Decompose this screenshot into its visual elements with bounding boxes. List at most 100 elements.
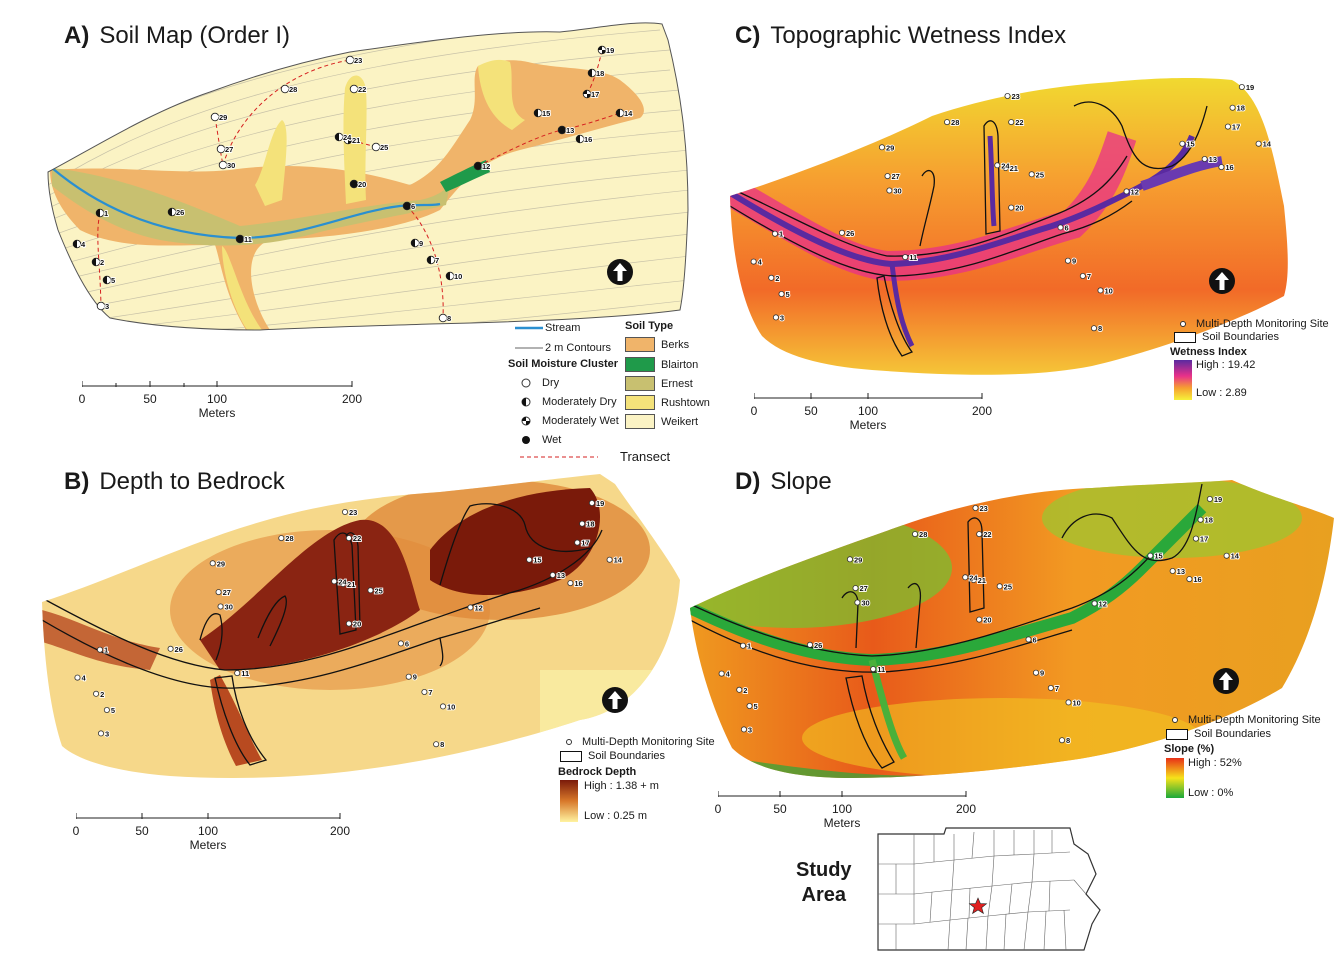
legend-d-bounds: Soil Boundaries — [1166, 728, 1271, 740]
moderately-dry-marker-icon — [521, 397, 531, 407]
site-marker-4: 4 — [72, 239, 87, 250]
site-label-9: 9 — [413, 673, 417, 682]
site-marker-27: 27 — [852, 583, 869, 594]
site-marker-10: 10 — [1097, 285, 1114, 296]
site-marker-19: 19 — [588, 498, 605, 509]
site-marker-8: 8 — [433, 739, 445, 750]
scale-bar-c: 0 50 100 200 Meters — [751, 392, 992, 432]
dry-marker-icon — [521, 378, 531, 388]
legend-soil-berks: Berks — [625, 337, 689, 352]
site-label-29: 29 — [854, 555, 862, 564]
site-marker-30: 30 — [886, 186, 903, 196]
legend-b-bounds: Soil Boundaries — [560, 750, 665, 762]
site-label-20: 20 — [358, 180, 366, 189]
scale-d-tick-200: 200 — [955, 802, 977, 816]
slope-gradient — [1166, 758, 1184, 798]
site-marker-24: 24 — [331, 576, 348, 587]
site-label-1: 1 — [104, 209, 108, 218]
site-label-18: 18 — [596, 69, 604, 78]
slope-map: 1234567891011121314151617181920212223242… — [690, 480, 1334, 778]
swatch-blairton — [625, 357, 655, 372]
site-marker-15: 15 — [533, 108, 551, 119]
legend-berks-label: Berks — [661, 338, 690, 351]
site-label-23: 23 — [349, 508, 357, 517]
site-label-9: 9 — [1072, 257, 1076, 266]
site-label-23: 23 — [1012, 92, 1020, 101]
site-label-10: 10 — [447, 702, 455, 711]
site-marker-22: 22 — [1008, 117, 1024, 128]
scale-bar-d: 0 50 100 200 Meters — [715, 790, 976, 830]
site-label-24: 24 — [1001, 161, 1010, 170]
site-marker-10: 10 — [1065, 698, 1082, 708]
legend-contours: 2 m Contours — [515, 342, 611, 354]
legend-moddry: Moderately Dry — [520, 396, 617, 408]
panel-c-letter: C) — [735, 22, 761, 49]
site-marker-14: 14 — [606, 555, 624, 566]
site-label-17: 17 — [1232, 123, 1240, 132]
site-marker-25: 25 — [1028, 169, 1045, 180]
north-arrow-icon — [607, 259, 633, 285]
site-label-7: 7 — [1087, 272, 1091, 281]
site-marker-29: 29 — [846, 554, 863, 565]
site-label-12: 12 — [474, 603, 482, 612]
site-marker-26: 26 — [806, 640, 823, 651]
scale-b-tick-100: 100 — [197, 824, 219, 838]
site-marker-30: 30 — [218, 160, 236, 171]
site-label-5: 5 — [111, 276, 115, 285]
site-label-19: 19 — [1214, 495, 1222, 504]
site-marker-7: 7 — [426, 255, 440, 266]
north-arrow-icon — [602, 687, 628, 713]
scale-a-tick-50: 50 — [143, 392, 157, 406]
soil-map-sites: 1234567891011121314151617181920212223242… — [72, 45, 634, 324]
site-label-18: 18 — [586, 520, 594, 529]
site-marker-11: 11 — [234, 668, 250, 679]
legend-transect: Transect — [520, 449, 670, 464]
site-label-14: 14 — [624, 109, 633, 118]
site-label-8: 8 — [1066, 736, 1070, 745]
site-marker-8: 8 — [438, 313, 452, 324]
site-label-1: 1 — [104, 646, 108, 655]
site-marker-28: 28 — [278, 533, 295, 544]
legend-ernest-label: Ernest — [661, 377, 693, 390]
site-marker-3: 3 — [97, 729, 110, 739]
bedrock-sites: 1234567891011121314151617181920212223242… — [74, 498, 624, 750]
site-marker-22: 22 — [976, 529, 992, 540]
site-label-10: 10 — [454, 272, 462, 281]
site-label-21: 21 — [352, 136, 360, 145]
panel-d-title: D) Slope — [735, 468, 832, 496]
site-label-4: 4 — [758, 258, 763, 267]
bedrock-gradient — [560, 780, 578, 822]
site-label-18: 18 — [1205, 516, 1213, 525]
legend-soil-map: Stream 2 m Contours Soil Moisture Cluste… — [505, 318, 710, 468]
site-label-27: 27 — [892, 172, 900, 181]
legend-wet: Wet — [520, 434, 561, 446]
moderately-wet-marker-icon — [521, 416, 531, 426]
site-marker-21: 21 — [343, 135, 361, 146]
site-label-30: 30 — [893, 187, 901, 196]
site-marker-12: 12 — [473, 161, 491, 172]
legend-wet-label: Wet — [542, 434, 562, 446]
site-marker-12: 12 — [1123, 186, 1140, 197]
site-marker-5: 5 — [746, 701, 759, 712]
site-label-12: 12 — [1099, 599, 1107, 608]
site-marker-14: 14 — [1223, 551, 1241, 562]
boundary-swatch — [560, 750, 582, 762]
site-label-4: 4 — [726, 670, 731, 679]
site-label-6: 6 — [405, 639, 409, 648]
swatch-rushtown — [625, 395, 655, 410]
site-marker-2: 2 — [91, 257, 105, 268]
site-marker-16: 16 — [1218, 162, 1235, 173]
site-marker-7: 7 — [1079, 271, 1092, 282]
contour-line-icon — [515, 347, 543, 349]
site-marker-8: 8 — [1090, 323, 1103, 334]
site-label-25: 25 — [1004, 582, 1012, 591]
north-arrow-icon — [1209, 268, 1235, 294]
legend-stream-label: Stream — [545, 322, 581, 334]
site-marker-6: 6 — [1025, 635, 1038, 645]
site-marker-16: 16 — [1186, 574, 1203, 585]
site-marker-7: 7 — [421, 687, 433, 698]
site-marker-25: 25 — [996, 581, 1013, 592]
site-label-4: 4 — [81, 240, 86, 249]
site-marker-19: 19 — [1206, 494, 1223, 505]
legend-c-low: Low : 2.89 — [1196, 387, 1247, 399]
